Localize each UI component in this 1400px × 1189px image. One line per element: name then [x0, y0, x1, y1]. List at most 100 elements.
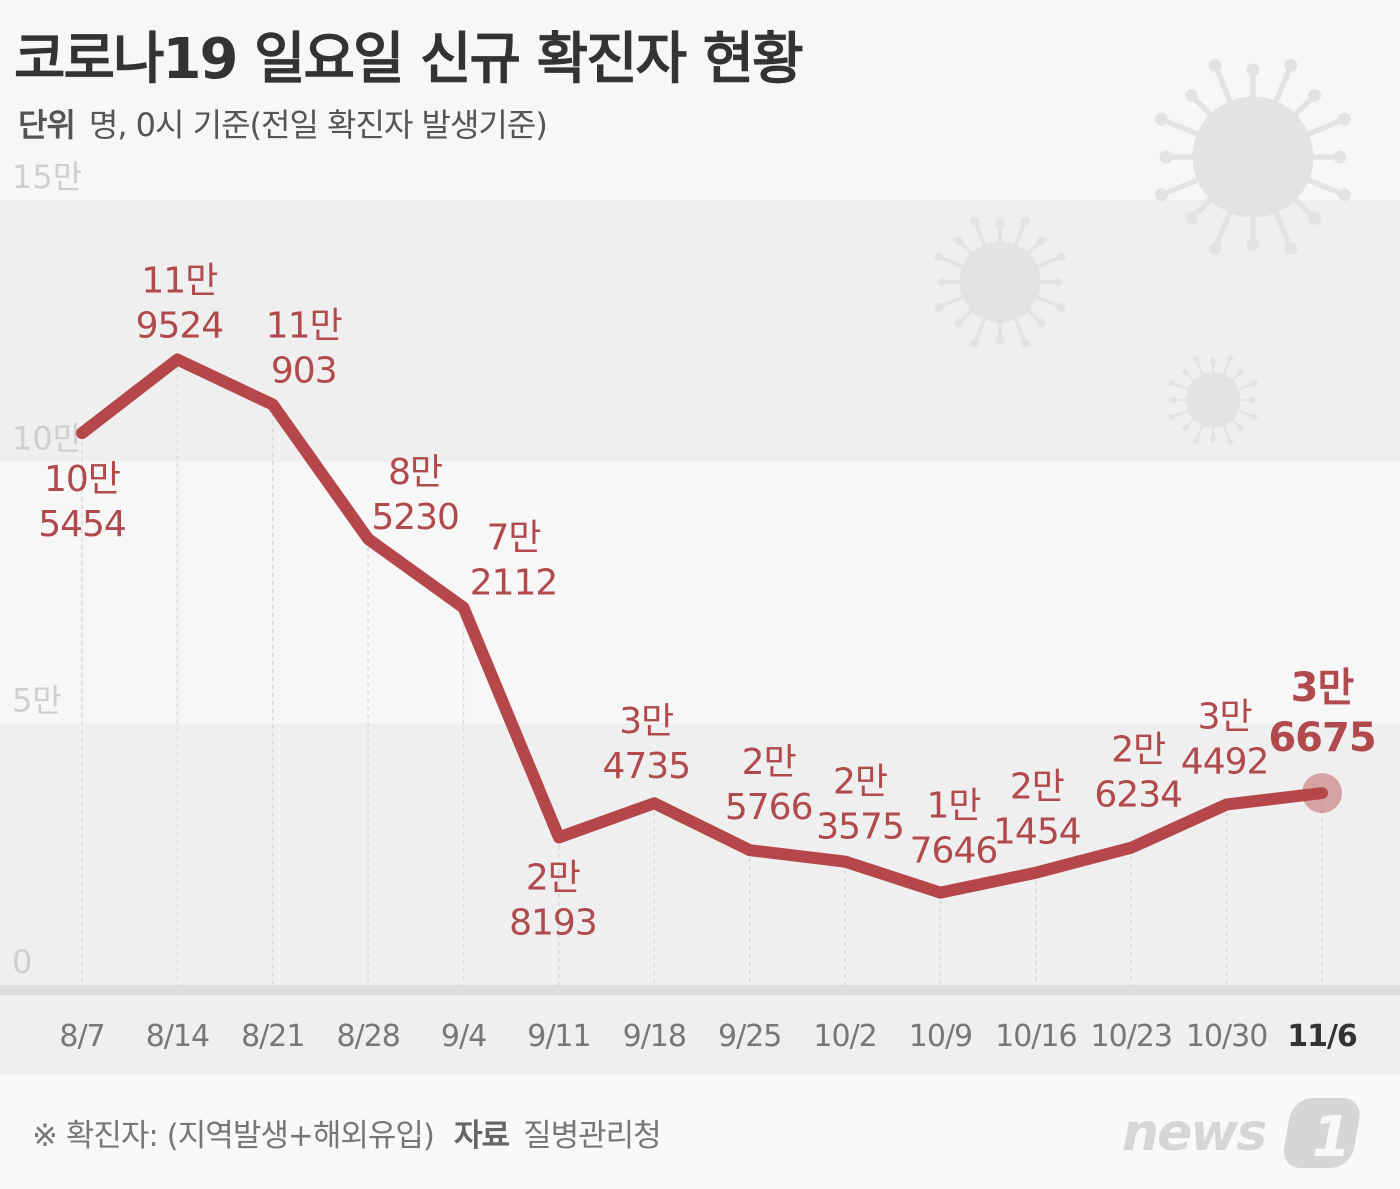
data-label: 2만 [742, 742, 796, 783]
data-label: 6675 [1268, 715, 1375, 761]
data-label: 3만 [1291, 665, 1355, 711]
virus-body [1185, 372, 1241, 428]
virus-spike-tip [1159, 150, 1173, 164]
data-label: 10만 [44, 459, 120, 500]
virus-spike-tip [1337, 188, 1351, 202]
virus-spike-tip [1284, 59, 1298, 73]
virus-icon [1168, 355, 1258, 445]
news1-logo: news 1 [1122, 1098, 1360, 1170]
virus-spike-tip [1208, 59, 1222, 73]
x-tick-label: 8/14 [146, 1019, 209, 1054]
data-label: 11만 [141, 260, 217, 301]
virus-spike-tip [1184, 88, 1198, 102]
virus-spike-tip [1250, 413, 1258, 421]
x-tick-label: 9/11 [527, 1019, 590, 1054]
virus-icon [1155, 59, 1351, 255]
source-name: 질병관리청 [523, 1118, 662, 1154]
virus-spike-tip [1056, 252, 1066, 262]
x-tick-label: 10/16 [995, 1019, 1076, 1054]
data-point [1320, 791, 1324, 796]
virus-spike-tip [954, 236, 964, 246]
virus-spike-tip [1308, 88, 1322, 102]
data-point [843, 859, 848, 864]
virus-body [1192, 96, 1314, 218]
data-label: 4735 [602, 746, 690, 787]
subtitle: 단위 명, 0시 기준(전일 확진자 발생기준) [18, 100, 548, 146]
virus-spike-tip [1248, 396, 1256, 404]
virus-spike-tip [1246, 237, 1260, 251]
virus-spike-tip [1056, 302, 1066, 312]
x-tick-label: 10/30 [1186, 1019, 1267, 1054]
virus-spike-tip [937, 277, 947, 287]
virus-spike-tip [1155, 188, 1169, 202]
virus-spike-tip [1209, 435, 1217, 443]
data-label: 7만 [487, 518, 541, 559]
data-label: 3575 [816, 807, 904, 848]
virus-spike-tip [995, 335, 1005, 345]
data-label: 2만 [833, 762, 887, 803]
data-label: 9524 [136, 305, 224, 346]
x-tick-label: 10/2 [813, 1019, 876, 1054]
data-point [461, 605, 466, 610]
virus-spike-tip [1333, 150, 1347, 164]
x-tick-label: 8/21 [241, 1019, 304, 1054]
x-tick-label: 10/9 [909, 1019, 972, 1054]
x-tick-label: 9/25 [718, 1019, 781, 1054]
virus-spike-tip [1170, 396, 1178, 404]
virus-spike-tip [1337, 112, 1351, 126]
data-label: 2만 [526, 857, 580, 898]
virus-spike-tip [995, 219, 1005, 229]
y-tick-label: 0 [12, 943, 32, 981]
virus-spike [1307, 177, 1346, 198]
virus-spike-tip [1209, 357, 1217, 365]
data-point [1224, 802, 1229, 807]
grid-band [0, 200, 1400, 462]
x-axis-band [0, 995, 1400, 1075]
virus-spike-tip [1020, 216, 1030, 226]
data-point [1129, 845, 1134, 850]
virus-spike [1160, 116, 1199, 137]
virus-spike-tip [970, 338, 980, 348]
data-label: 3만 [619, 701, 673, 742]
y-tick-label: 15만 [12, 158, 82, 196]
footer [0, 1075, 1400, 1189]
virus-spike-tip [970, 216, 980, 226]
highlight-point [1302, 773, 1342, 814]
data-label: 2112 [470, 563, 558, 604]
data-point [556, 835, 561, 840]
x-tick-label: 9/18 [623, 1019, 686, 1054]
virus-spike-tip [1308, 212, 1322, 226]
virus-body [959, 241, 1041, 323]
virus-spike-tip [1182, 369, 1189, 376]
virus-spike-tip [1284, 241, 1298, 255]
svg-text:news: news [1122, 1103, 1266, 1163]
data-label: 5766 [725, 787, 813, 828]
virus-spike-tip [1182, 424, 1189, 431]
data-point [747, 848, 752, 853]
x-tick-label: 8/7 [59, 1019, 104, 1054]
data-label: 5230 [371, 497, 459, 538]
unit-text: 명, 0시 기준(전일 확진자 발생기준) [88, 106, 548, 144]
virus-spike [1160, 177, 1199, 198]
virus-spike-tip [1208, 241, 1222, 255]
virus-spike-tip [1184, 212, 1198, 226]
data-label: 5454 [38, 504, 126, 545]
virus-spike-tip [1020, 338, 1030, 348]
virus-spike-tip [1036, 318, 1046, 328]
data-label: 2만 [1111, 730, 1165, 771]
virus-spike-tip [1237, 424, 1244, 431]
unit-label: 단위 [18, 106, 76, 144]
virus-spike-tip [934, 252, 944, 262]
x-tick-label: 11/6 [1287, 1019, 1357, 1054]
data-point [175, 357, 180, 362]
data-point [366, 536, 371, 541]
y-tick-label: 5만 [12, 681, 62, 719]
x-tick-label: 9/4 [441, 1019, 486, 1054]
data-label: 1만 [926, 786, 980, 827]
virus-spike-tip [1053, 277, 1063, 287]
virus-spike-tip [1226, 355, 1234, 363]
data-label: 8193 [509, 902, 597, 943]
footnote: ※ 확진자: (지역발생+해외유입) 자료 질병관리청 [32, 1110, 662, 1155]
data-point [652, 801, 657, 806]
